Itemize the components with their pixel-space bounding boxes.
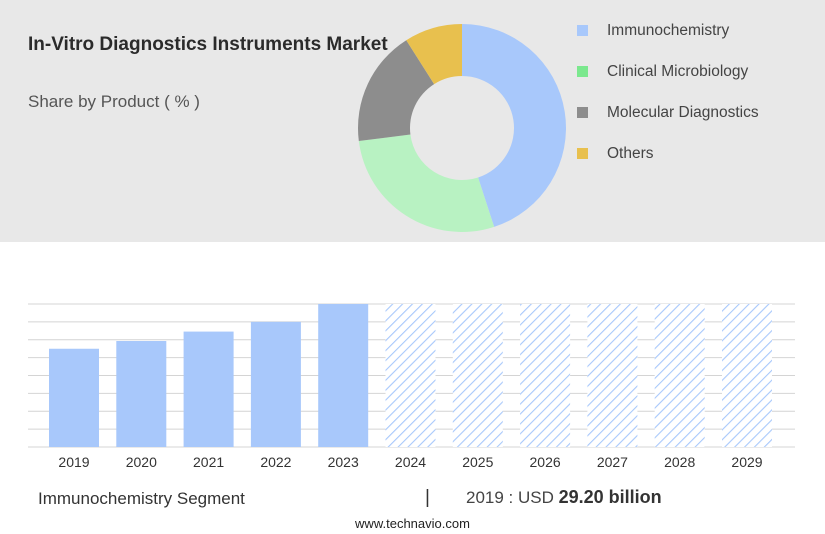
- x-tick-label: 2023: [328, 454, 359, 470]
- legend-item-clinical-microbiology: Clinical Microbiology: [577, 51, 759, 92]
- segment-label: Immunochemistry Segment: [38, 489, 245, 508]
- legend-swatch: [577, 25, 588, 36]
- bar-2020: [116, 341, 167, 447]
- bar-chart: 2019 2020 2021 2022 2023 2024 2025 2026 2027 2028…: [28, 303, 795, 470]
- x-tick-label: 2022: [260, 454, 291, 470]
- x-tick-label: 2026: [530, 454, 561, 470]
- legend-swatch: [577, 66, 588, 77]
- x-tick-label: 2021: [193, 454, 224, 470]
- forecast-bar-2024: [385, 304, 436, 447]
- segment-year-label: 2019 : USD: [466, 488, 554, 507]
- chart-subtitle: Share by Product ( % ): [28, 92, 200, 111]
- x-tick-label: 2019: [58, 454, 89, 470]
- donut-chart: [358, 24, 566, 232]
- forecast-bar-2029: [722, 304, 772, 447]
- x-tick-label: 2027: [597, 454, 628, 470]
- source-url: www.technavio.com: [355, 516, 470, 531]
- forecast-bar-2027: [587, 304, 638, 447]
- legend: Immunochemistry Clinical Microbiology Mo…: [577, 10, 759, 174]
- x-tick-label: 2028: [664, 454, 695, 470]
- legend-label: Immunochemistry: [607, 21, 730, 39]
- legend-label: Clinical Microbiology: [607, 62, 749, 80]
- x-tick-label: 2025: [462, 454, 493, 470]
- legend-label: Molecular Diagnostics: [607, 103, 759, 121]
- donut-slice-others: [406, 24, 462, 85]
- chart-title: In-Vitro Diagnostics Instruments Market: [28, 34, 388, 55]
- footer-separator: |: [425, 487, 430, 508]
- legend-swatch: [577, 107, 588, 118]
- forecast-bar-2025: [452, 304, 503, 447]
- forecast-bar-2028: [654, 304, 705, 447]
- donut-slice-molecular-diagnostics: [358, 40, 435, 142]
- segment-value: 2019 : USD 29.20 billion: [466, 487, 662, 508]
- bar-2021: [183, 331, 234, 447]
- forecast-bar-2026: [520, 304, 571, 447]
- bar-2019: [49, 348, 99, 447]
- x-tick-label: 2024: [395, 454, 426, 470]
- legend-item-others: Others: [577, 133, 759, 174]
- legend-item-molecular-diagnostics: Molecular Diagnostics: [577, 92, 759, 133]
- bar-2023: [318, 304, 369, 447]
- legend-swatch: [577, 148, 588, 159]
- segment-amount: 29.20 billion: [558, 487, 662, 507]
- donut-slice-immunochemistry: [462, 24, 566, 227]
- donut-slice-clinical-microbiology: [358, 134, 495, 232]
- bar-2022: [250, 321, 301, 447]
- legend-item-immunochemistry: Immunochemistry: [577, 10, 759, 51]
- x-tick-label: 2029: [731, 454, 762, 470]
- legend-label: Others: [607, 144, 654, 162]
- x-tick-label: 2020: [126, 454, 157, 470]
